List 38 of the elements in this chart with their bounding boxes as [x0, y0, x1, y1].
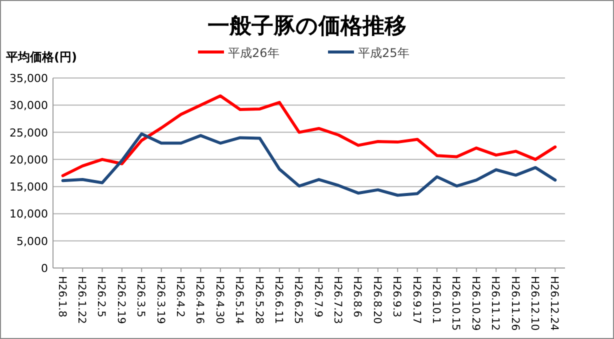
x-tick-label: H26.9.3	[390, 276, 403, 318]
x-tick-label: H26.4.16	[194, 276, 206, 324]
x-tick-label: H26.1.8	[56, 276, 68, 318]
legend-label: 平成25年	[358, 46, 410, 60]
legend-label: 平成26年	[228, 46, 280, 60]
y-axis-title: 平均価格(円)	[5, 50, 77, 64]
chart-title: 一般子豚の価格推移	[208, 14, 406, 39]
x-tick-label: H26.6.11	[272, 276, 284, 324]
x-tick-label: H26.9.17	[410, 276, 422, 324]
x-tick-label: H26.3.19	[154, 276, 166, 324]
x-tick-label: H26.8.6	[351, 276, 364, 318]
y-tick-label: 15,000	[10, 180, 48, 194]
x-tick-label: H26.5.28	[252, 276, 265, 324]
x-tick-label: H26.10.15	[450, 276, 462, 331]
x-tick-label: H26.3.5	[134, 276, 147, 318]
x-tick-label: H26.2.19	[114, 276, 127, 324]
x-tick-label: H26.2.5	[95, 276, 108, 318]
y-tick-label: 10,000	[10, 208, 48, 221]
x-tick-label: H26.10.29	[469, 276, 482, 331]
x-tick-label: H26.12.24	[548, 276, 560, 331]
x-tick-label: H26.4.2	[174, 276, 186, 318]
y-tick-label: 5,000	[16, 234, 48, 248]
x-tick-label: H26.6.25	[292, 276, 304, 324]
x-tick-label: H26.7.9	[312, 276, 324, 318]
y-tick-label: 25,000	[10, 126, 48, 140]
x-tick-label: H26.11.12	[489, 276, 502, 331]
x-tick-label: H26.8.20	[370, 276, 383, 324]
x-tick-label: H26.7.23	[332, 276, 344, 324]
x-tick-label: H26.11.26	[508, 276, 521, 331]
x-tick-label: H26.12.10	[528, 276, 540, 331]
y-tick-label: 20,000	[10, 153, 48, 166]
x-tick-label: H26.4.30	[213, 276, 226, 324]
x-tick-label: H26.10.1	[430, 276, 442, 324]
x-tick-label: H26.1.22	[76, 276, 88, 324]
y-tick-label: 0	[41, 262, 48, 275]
x-tick-label: H26.5.14	[233, 276, 246, 324]
y-tick-label: 30,000	[10, 99, 48, 112]
y-tick-label: 35,000	[10, 72, 48, 85]
